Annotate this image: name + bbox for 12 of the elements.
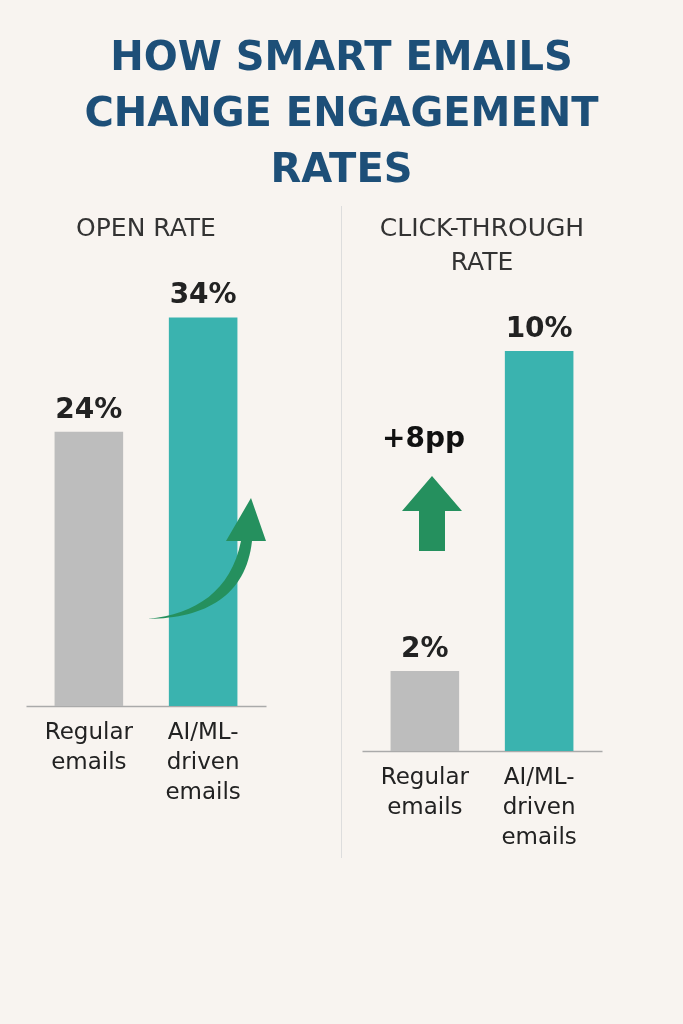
chart-subtitle: OPEN RATE bbox=[76, 213, 216, 243]
data-label: 2% bbox=[401, 631, 449, 664]
x-tick-label: AI/ML-driven emails bbox=[501, 762, 577, 849]
x-tick-label: Regular emails bbox=[44, 717, 134, 774]
annotation: +8pp bbox=[382, 421, 466, 454]
data-label: 34% bbox=[169, 277, 237, 311]
data-label: 24% bbox=[55, 391, 123, 425]
x-tick-label: AI/ML-driven emails bbox=[165, 717, 241, 804]
data-label: 10% bbox=[505, 311, 573, 344]
chart-title: CLICK-THROUGH RATE bbox=[379, 213, 585, 276]
chart-title: HOW SMART EMAILS CHANGE ENGAGEMENT RATES bbox=[83, 32, 600, 193]
x-tick-label: Regular emails bbox=[380, 762, 470, 819]
